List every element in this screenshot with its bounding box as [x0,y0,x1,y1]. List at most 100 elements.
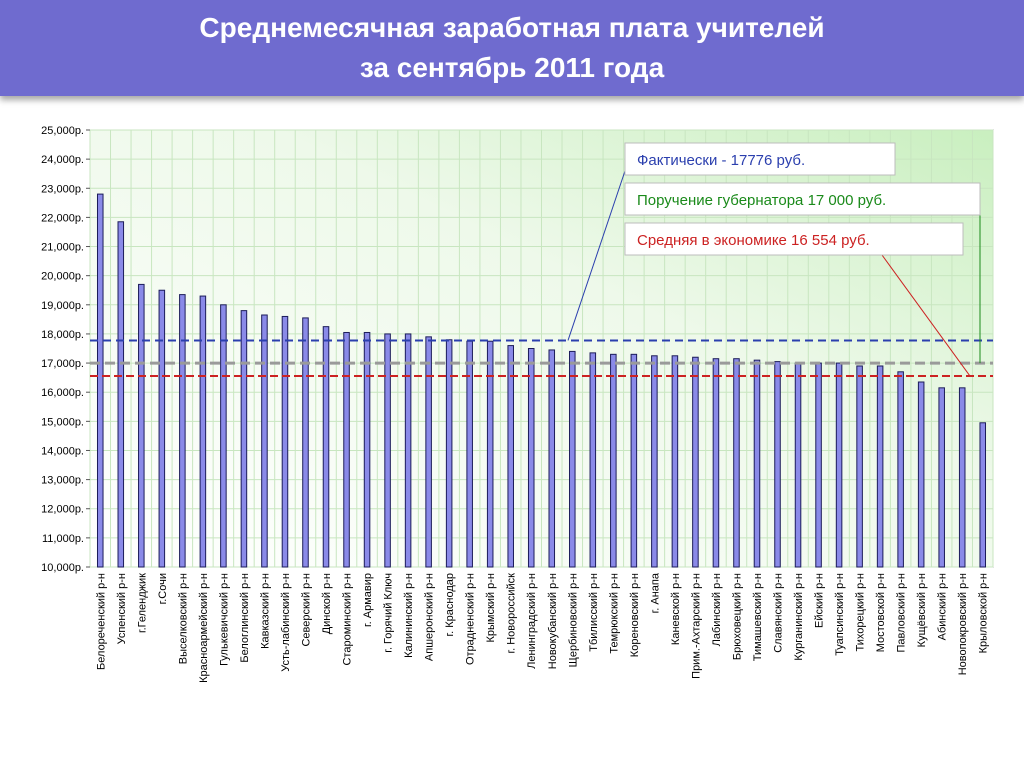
y-tick-label: 25,000р. [41,125,84,137]
bar [240,310,248,568]
bar [794,362,802,568]
x-category-label: Брюховецкий р-н [731,573,743,660]
annotation-label: Поручение губернатора 17 000 руб. [637,192,886,209]
x-category-label: Ленинградский р-н [526,573,538,669]
bar [589,352,597,568]
bar [733,358,740,568]
y-tick-label: 18,000р. [41,329,84,341]
page-title: Среднемесячная заработная плата учителей [199,12,825,43]
annotation-box [624,222,964,256]
bar [938,387,945,568]
annotation-label: Фактически - 17776 руб. [637,152,805,169]
y-tick-label: 20,000р. [41,271,84,283]
bar [199,295,207,568]
bar [630,353,638,568]
x-category-label: Выселковский р-н [177,573,189,664]
bar [281,315,289,568]
bar [445,339,453,568]
x-category-label: Крымский р-н [485,573,497,643]
bar [220,304,227,568]
y-tick-label: 13,000р. [41,475,84,487]
x-category-label: Новокубанский р-н [547,573,559,669]
x-category-label: Тихорецкий р-н [855,573,867,651]
bar [876,365,884,568]
y-tick-label: 16,000р. [41,387,84,399]
x-category-label: Калининский р-н [403,573,415,658]
y-tick-label: 22,000р. [41,212,84,224]
bar [363,331,371,568]
bar [835,362,843,568]
x-category-label: Абинский р-н [937,573,949,640]
x-category-label: Белоглинский р-н [239,573,251,663]
bar [979,422,987,568]
x-category-label: Отрадненский р-н [465,573,477,665]
x-category-label: Успенский р-н [116,573,128,644]
bar [958,387,966,568]
x-category-label: Курганинский р-н [793,573,805,661]
bar [671,355,679,568]
x-category-label: Новопокровский р-н [957,573,969,675]
bar [261,314,268,568]
salary-bar-chart: 10,000р. 11,000р. 12,000р. 13,000р. 14,000р.… [41,125,994,683]
bar [486,340,494,568]
bar [138,283,145,568]
annotation-box [624,182,981,216]
x-category-label: г. Краснодар [444,573,456,637]
bar [343,331,350,568]
x-category-label: Мостовской р-н [875,573,887,652]
y-tick-label: 24,000р. [41,154,84,166]
bar [117,221,125,568]
bar [815,362,822,568]
bar [897,371,904,568]
annotation-connector [881,254,971,377]
x-category-label: Староминский р-н [342,573,354,666]
y-tick-label: 15,000р. [41,416,84,428]
annotation-connector [567,164,628,341]
x-category-label: г. Анапа [649,572,661,613]
annotation-box [624,142,896,176]
bar [302,317,309,568]
page-subtitle: за сентябрь 2011 года [359,52,665,83]
x-category-label: Тбилисский р-н [588,573,600,652]
bar [651,355,658,568]
x-category-label: Белореченский р-н [95,573,107,670]
x-category-label: Славянский р-н [773,573,785,653]
y-tick-label: 23,000р. [41,183,84,195]
x-category-label: Каневской р-н [670,573,682,645]
bar [856,365,863,568]
bar [425,336,432,568]
x-category-label: Северский р-н [300,573,312,647]
bar [692,356,699,568]
bar [548,349,556,568]
x-category-label: Ейский р-н [814,573,826,628]
x-category-label: Кущёвский р-н [916,573,928,647]
x-category-label: Тимашевский р-н [752,573,764,661]
y-tick-label: 11,000р. [42,533,84,545]
bar [712,358,720,568]
bar [322,326,330,568]
x-category-label: Щербиновский р-н [567,573,579,667]
bar [404,333,412,568]
bar [96,193,104,568]
x-category-label: Лабинский р-н [711,573,723,646]
y-tick-label: 19,000р. [41,300,84,312]
x-category-label: Апшеронский р-н [424,573,436,661]
x-category-label: Динской р-н [321,573,333,634]
bar [753,359,761,568]
bar [527,348,535,568]
x-category-label: Прим.-Ахтарский р-н [690,573,702,679]
x-category-label: Крыловской р-н [978,573,990,653]
x-category-label: Кавказский р-н [259,573,271,649]
x-category-label: Красноармейский р-н [198,573,210,683]
x-category-label: Туапсинский р-н [834,573,846,656]
x-category-label: Павловский р-н [896,573,908,653]
y-tick-label: 21,000р. [41,242,84,254]
x-category-label: г.Сочи [157,573,169,604]
bar [507,345,514,568]
y-tick-label: 14,000р. [41,445,84,457]
x-category-label: Усть-лабинский р-н [280,573,292,672]
y-tick-label: 17,000р. [41,358,84,370]
bar [917,381,925,568]
y-tick-label: 12,000р. [41,504,84,516]
x-category-label: г. Горячий Ключ [383,573,395,653]
